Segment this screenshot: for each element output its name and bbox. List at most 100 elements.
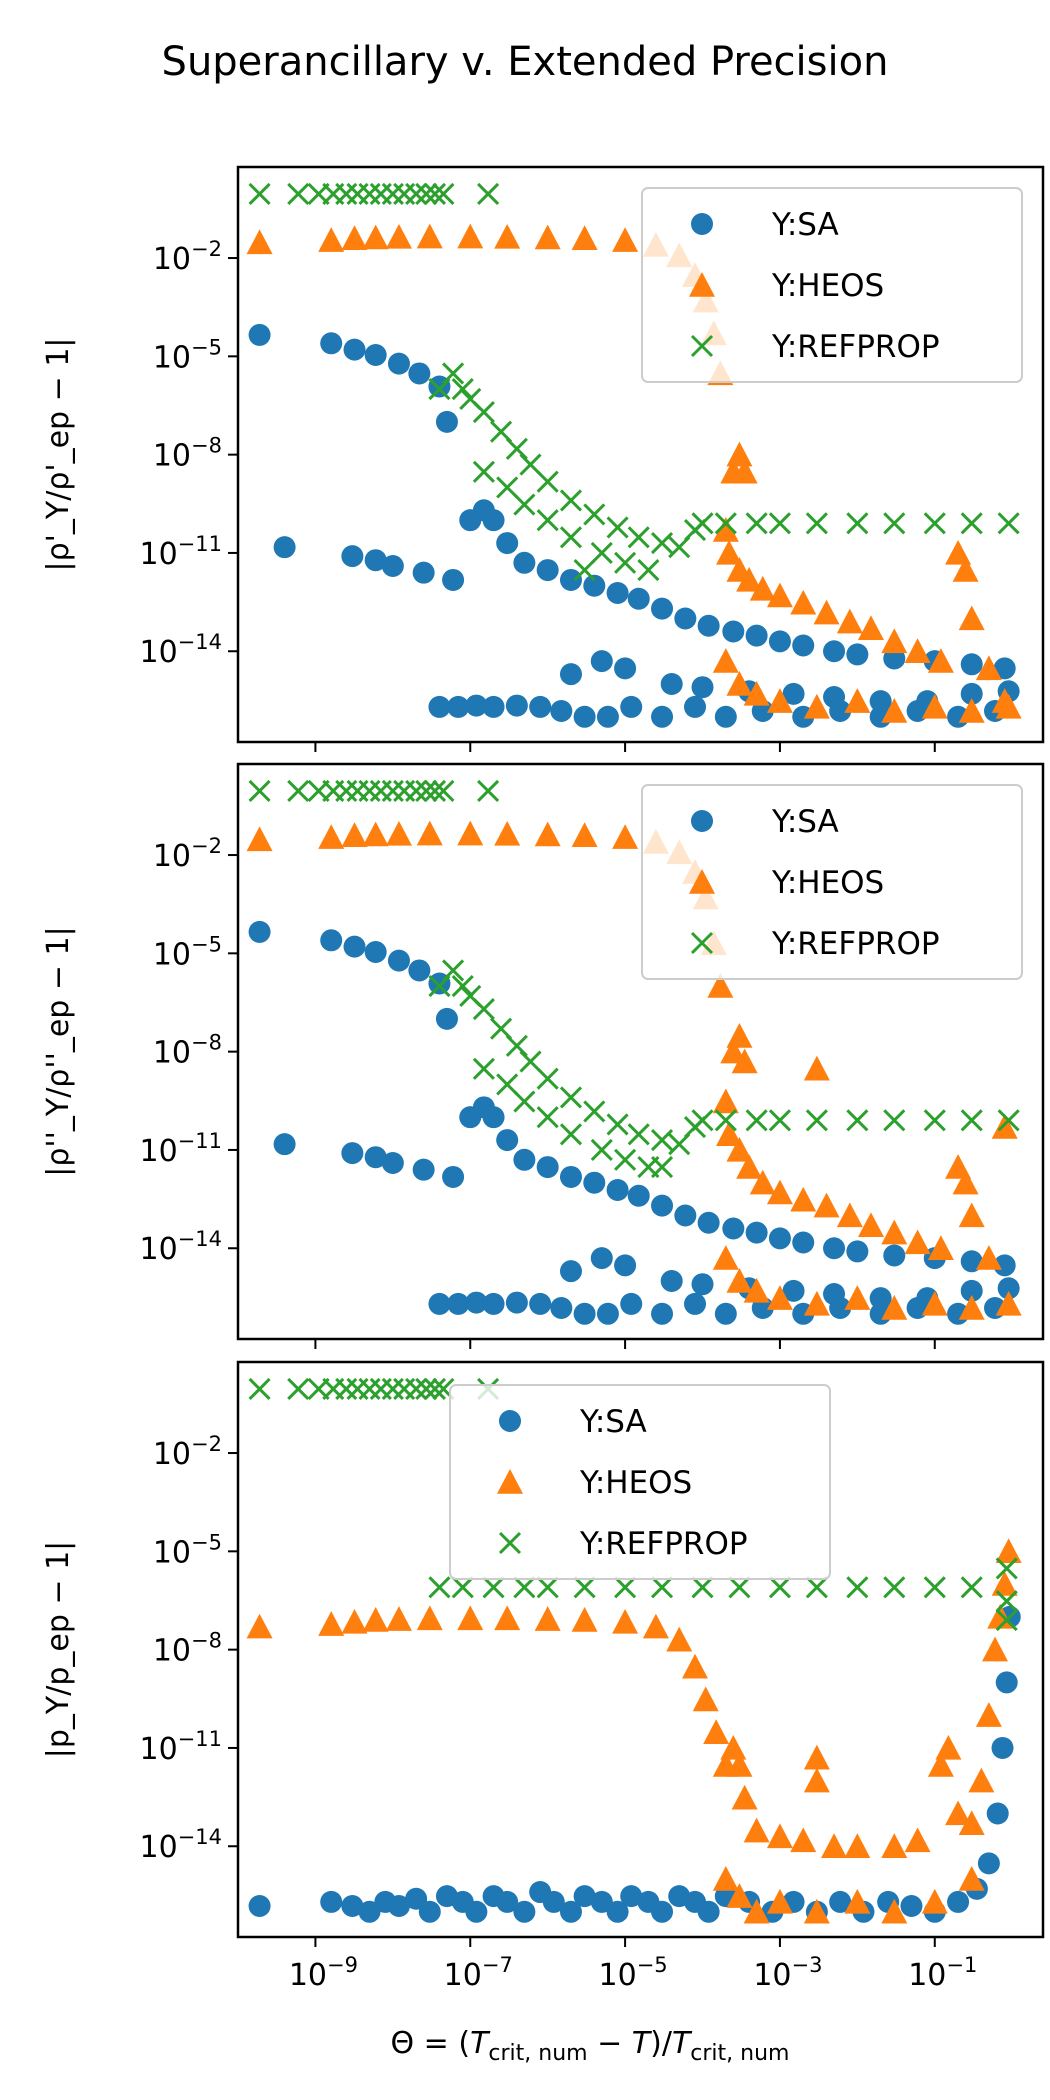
data-point (614, 1576, 637, 1599)
data-point (590, 541, 613, 565)
data-point (823, 1283, 846, 1306)
data-point (881, 628, 908, 654)
data-point (559, 1086, 583, 1109)
data-point (945, 539, 972, 565)
data-point (364, 549, 387, 572)
data-point (482, 509, 505, 532)
data-point (921, 1290, 948, 1316)
data-point (590, 1247, 613, 1270)
data-point (496, 532, 519, 555)
data-point (813, 1192, 840, 1218)
data-point (482, 1292, 505, 1315)
data-point (627, 526, 650, 549)
data-point (416, 223, 443, 249)
y-tick-label-exp: −11 (178, 532, 222, 556)
legend-label: Y:REFPROP (771, 926, 940, 962)
data-point (341, 1608, 368, 1634)
data-point (823, 1237, 846, 1260)
data-point (627, 1123, 650, 1146)
data-point (844, 1285, 871, 1310)
data-point (743, 680, 770, 706)
data-point (975, 655, 1002, 681)
data-point (921, 693, 948, 719)
data-point (457, 820, 484, 846)
data-point (712, 1245, 739, 1270)
data-point (921, 1888, 948, 1914)
data-point (745, 624, 768, 647)
y-tick-label: 10−5 (153, 335, 222, 375)
data-point (682, 1653, 709, 1679)
data-point (513, 551, 536, 574)
data-point (320, 929, 343, 952)
data-point (829, 1890, 852, 1913)
chart-title: Superancillary v. Extended Precision (162, 39, 889, 85)
data-point (381, 554, 404, 577)
x-axis-label-minus: − (588, 2026, 632, 2061)
data-point (387, 352, 410, 375)
data-point (248, 323, 271, 346)
data-point (881, 1833, 908, 1858)
series-y-refprop (248, 1377, 1018, 1632)
y-tick-label-base: 10 (139, 1232, 177, 1267)
data-point (571, 822, 598, 848)
series-y-refprop (248, 182, 1020, 582)
data-point (947, 1890, 970, 1913)
data-point (651, 1194, 674, 1217)
data-point (986, 1802, 1009, 1825)
data-point (813, 599, 840, 625)
data-point (703, 1719, 730, 1745)
data-point (573, 1302, 596, 1325)
data-point (731, 458, 758, 484)
data-point (590, 1138, 613, 1162)
data-point (248, 920, 271, 943)
data-point (766, 1888, 793, 1914)
data-point (712, 648, 739, 673)
plot-area (246, 182, 1022, 728)
data-point (960, 682, 983, 705)
data-point (358, 1900, 381, 1923)
data-point (335, 779, 358, 803)
data-point (248, 182, 271, 206)
data-point (684, 695, 707, 718)
data-point (745, 1109, 768, 1132)
x-axis-label-sub2: crit, num (690, 2041, 789, 2066)
data-point (881, 1295, 908, 1320)
data-point (803, 1055, 830, 1081)
legend-marker-triangle-icon (689, 869, 715, 894)
x-tick-label-base: 10 (599, 1958, 637, 1993)
data-point (496, 1073, 519, 1096)
data-point (881, 698, 908, 723)
data-point (341, 1895, 364, 1918)
data-point (749, 575, 776, 601)
legend-box (449, 1384, 831, 1580)
legend-box (641, 187, 1023, 383)
data-point (571, 225, 598, 251)
data-point (435, 410, 458, 433)
legend-marker-x-icon (690, 334, 714, 358)
x-axis-label-slash: )/ (650, 2026, 673, 2061)
data-point (722, 620, 745, 643)
data-point (472, 997, 495, 1021)
y-axis-label: |p_Y/p_ep − 1| (41, 1541, 76, 1759)
data-point (846, 1109, 869, 1132)
series-y-sa (248, 920, 1020, 1325)
y-tick-label: 10−14 (139, 1227, 222, 1267)
data-point (385, 223, 412, 249)
data-point (477, 779, 500, 803)
x-tick-label-exp: −5 (637, 1953, 668, 1977)
data-point (246, 826, 273, 852)
data-point (982, 1636, 1009, 1662)
data-point (684, 1292, 707, 1315)
data-point (991, 1736, 1014, 1759)
data-point (415, 779, 438, 803)
data-point (997, 1109, 1020, 1132)
y-tick-label: 10−2 (153, 1432, 222, 1472)
data-point (714, 1109, 737, 1132)
data-point (768, 512, 791, 535)
data-point (494, 223, 521, 249)
data-point (583, 574, 606, 597)
data-point (803, 1744, 830, 1770)
data-point (381, 182, 404, 206)
data-point (423, 779, 447, 803)
data-point (823, 686, 846, 709)
